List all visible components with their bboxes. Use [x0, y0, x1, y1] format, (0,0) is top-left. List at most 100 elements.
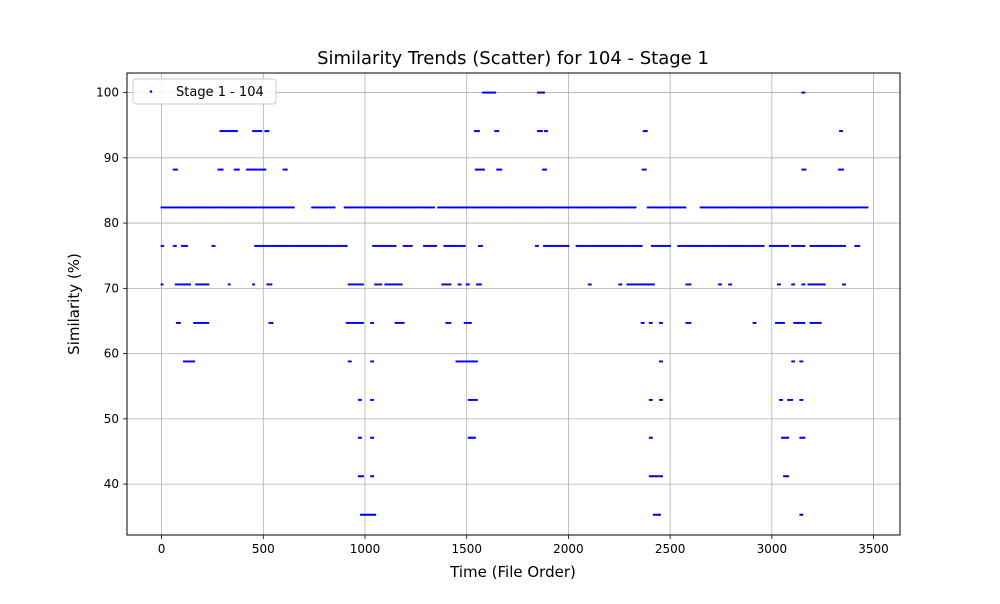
- data-point: [359, 398, 363, 402]
- data-point: [473, 436, 476, 439]
- data-point: [544, 168, 548, 171]
- data-point: [477, 129, 481, 133]
- data-point: [660, 398, 664, 402]
- data-point: [660, 360, 664, 363]
- data-point: [372, 398, 375, 402]
- data-point: [803, 283, 806, 286]
- y-tick-label: 80: [104, 216, 119, 230]
- data-point: [475, 398, 478, 402]
- data-point: [349, 360, 352, 363]
- data-point: [361, 475, 365, 478]
- data-point: [285, 168, 288, 171]
- data-point: [207, 321, 210, 325]
- x-tick-label: 500: [252, 542, 275, 556]
- data-point: [479, 283, 483, 286]
- data-point: [843, 283, 847, 286]
- data-point: [494, 91, 497, 94]
- y-tick-label: 100: [96, 86, 119, 100]
- data-point: [754, 321, 757, 325]
- data-point: [545, 129, 549, 133]
- data-point: [652, 283, 655, 286]
- legend: Stage 1 - 104: [132, 78, 277, 105]
- data-point: [782, 321, 786, 325]
- data-point: [463, 244, 466, 248]
- data-point: [410, 244, 413, 248]
- data-point: [162, 244, 165, 248]
- data-point: [645, 129, 648, 133]
- data-point: [650, 398, 653, 402]
- x-tick-label: 1500: [451, 542, 482, 556]
- y-tick-label: 70: [104, 281, 119, 295]
- legend-label: Stage 1 - 104: [176, 85, 264, 100]
- data-point: [235, 129, 238, 133]
- data-point: [793, 283, 796, 286]
- data-point: [467, 283, 470, 286]
- data-point: [480, 244, 484, 248]
- data-point: [228, 283, 231, 286]
- data-point: [267, 129, 270, 133]
- data-point: [271, 321, 274, 325]
- x-tick-label: 1000: [350, 542, 381, 556]
- data-point: [803, 91, 806, 94]
- data-point: [858, 244, 861, 248]
- data-point: [237, 168, 240, 171]
- data-point: [174, 244, 177, 248]
- data-point: [372, 436, 375, 439]
- data-point: [540, 129, 544, 133]
- data-point: [500, 168, 503, 171]
- data-point: [689, 283, 692, 286]
- x-tick-label: 2500: [655, 542, 686, 556]
- data-point: [843, 244, 847, 248]
- x-axis-ticks: 0 500 1000 1500 2000 2500 3000 3500: [158, 535, 889, 556]
- x-tick-label: 0: [158, 542, 166, 556]
- x-axis-label: Time (File Order): [449, 563, 576, 581]
- data-point: [185, 244, 189, 248]
- data-point: [161, 283, 164, 286]
- data-point: [449, 321, 452, 325]
- data-point: [359, 436, 363, 439]
- data-point: [819, 321, 822, 325]
- y-tick-label: 60: [104, 347, 119, 361]
- data-point: [567, 244, 570, 248]
- data-point: [253, 283, 256, 286]
- y-axis-label: Similarity (%): [65, 253, 83, 355]
- data-point: [380, 283, 383, 286]
- scatter-points: [160, 91, 869, 516]
- data-point: [178, 321, 181, 325]
- data-point: [778, 283, 782, 286]
- data-point: [801, 513, 804, 516]
- data-point: [469, 321, 472, 325]
- plot-area-frame: [126, 72, 901, 536]
- data-point: [449, 283, 452, 286]
- legend-marker: [149, 90, 153, 93]
- data-point: [372, 360, 375, 363]
- x-tick-label: 3500: [858, 542, 889, 556]
- data-point: [656, 475, 660, 478]
- data-point: [684, 206, 687, 209]
- chart-title: Similarity Trends (Scatter) for 104 - St…: [317, 48, 709, 69]
- data-point: [660, 475, 664, 478]
- legend-box: [132, 78, 277, 105]
- data-point: [433, 206, 436, 209]
- data-point: [372, 321, 375, 325]
- data-point: [345, 244, 348, 248]
- data-point: [374, 513, 377, 516]
- data-point: [221, 168, 224, 171]
- data-point: [207, 283, 210, 286]
- data-point: [866, 206, 869, 209]
- data-point: [400, 283, 403, 286]
- data-point: [793, 360, 796, 363]
- y-tick-label: 40: [104, 477, 119, 491]
- data-point: [762, 244, 765, 248]
- x-tick-label: 2000: [553, 542, 584, 556]
- data-point: [402, 321, 405, 325]
- data-point: [640, 244, 643, 248]
- x-tick-label: 3000: [757, 542, 788, 556]
- data-point: [787, 244, 790, 248]
- data-point: [589, 283, 592, 286]
- data-point: [780, 398, 784, 402]
- data-point: [730, 283, 733, 286]
- data-point: [497, 129, 500, 133]
